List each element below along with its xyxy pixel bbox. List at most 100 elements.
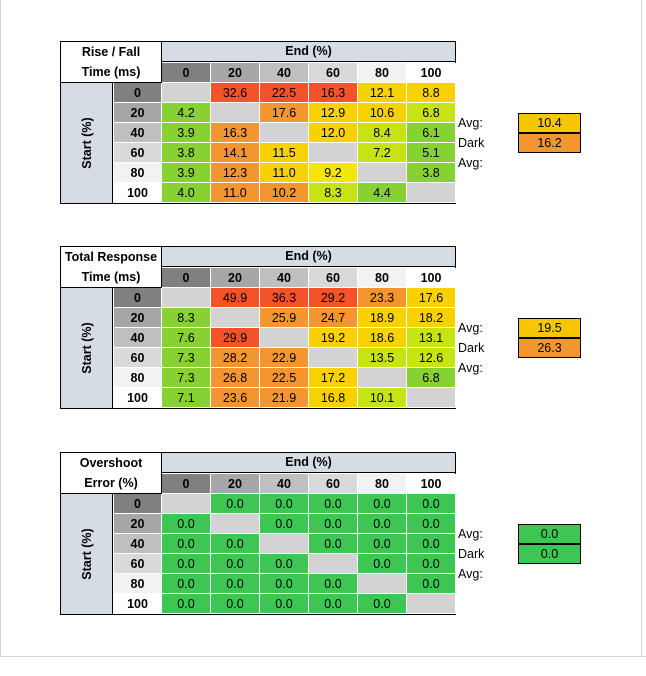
data-cell[interactable]: 13.1 (407, 328, 456, 348)
data-cell[interactable]: 18.6 (358, 328, 407, 348)
data-cell[interactable]: 0.0 (407, 554, 456, 574)
data-cell[interactable]: 32.6 (211, 83, 260, 103)
data-cell[interactable]: 7.1 (162, 388, 211, 408)
data-cell[interactable] (358, 574, 407, 594)
data-cell[interactable]: 0.0 (211, 594, 260, 614)
data-cell[interactable] (358, 368, 407, 388)
data-cell[interactable]: 14.1 (211, 143, 260, 163)
data-cell[interactable]: 0.0 (309, 514, 358, 534)
data-cell[interactable] (260, 534, 309, 554)
data-cell[interactable]: 17.6 (407, 288, 456, 308)
data-cell[interactable] (211, 514, 260, 534)
data-cell[interactable]: 0.0 (407, 534, 456, 554)
data-cell[interactable]: 17.6 (260, 103, 309, 123)
data-cell[interactable]: 21.9 (260, 388, 309, 408)
data-cell[interactable]: 12.3 (211, 163, 260, 183)
data-cell[interactable]: 12.9 (309, 103, 358, 123)
data-cell[interactable]: 16.3 (211, 123, 260, 143)
data-cell[interactable]: 0.0 (211, 574, 260, 594)
data-cell[interactable]: 11.0 (260, 163, 309, 183)
data-cell[interactable] (407, 594, 456, 614)
data-cell[interactable]: 0.0 (309, 594, 358, 614)
data-cell[interactable]: 0.0 (211, 554, 260, 574)
data-cell[interactable]: 0.0 (407, 494, 456, 514)
data-cell[interactable]: 0.0 (309, 534, 358, 554)
data-cell[interactable] (358, 163, 407, 183)
data-cell[interactable] (309, 348, 358, 368)
avg-value-box[interactable]: 0.0 (518, 524, 581, 544)
data-cell[interactable]: 18.9 (358, 308, 407, 328)
data-cell[interactable]: 0.0 (358, 594, 407, 614)
data-cell[interactable]: 23.3 (358, 288, 407, 308)
data-cell[interactable]: 6.8 (407, 103, 456, 123)
data-cell[interactable]: 7.3 (162, 368, 211, 388)
data-cell[interactable] (309, 554, 358, 574)
data-cell[interactable]: 24.7 (309, 308, 358, 328)
data-cell[interactable] (162, 83, 211, 103)
data-cell[interactable]: 22.9 (260, 348, 309, 368)
data-cell[interactable]: 0.0 (407, 574, 456, 594)
data-cell[interactable]: 10.6 (358, 103, 407, 123)
data-cell[interactable]: 8.4 (358, 123, 407, 143)
dark-avg-value-box[interactable]: 16.2 (518, 133, 581, 153)
data-cell[interactable]: 0.0 (260, 554, 309, 574)
data-cell[interactable] (407, 388, 456, 408)
data-cell[interactable]: 36.3 (260, 288, 309, 308)
data-cell[interactable]: 12.1 (358, 83, 407, 103)
data-cell[interactable]: 0.0 (260, 514, 309, 534)
data-cell[interactable]: 29.9 (211, 328, 260, 348)
data-cell[interactable]: 0.0 (162, 574, 211, 594)
data-cell[interactable]: 22.5 (260, 83, 309, 103)
data-cell[interactable]: 0.0 (260, 574, 309, 594)
avg-value-box[interactable]: 19.5 (518, 318, 581, 338)
data-cell[interactable] (260, 123, 309, 143)
data-cell[interactable] (309, 143, 358, 163)
data-cell[interactable] (211, 308, 260, 328)
data-cell[interactable]: 22.5 (260, 368, 309, 388)
data-cell[interactable]: 10.2 (260, 183, 309, 203)
data-cell[interactable]: 3.8 (162, 143, 211, 163)
data-cell[interactable]: 12.0 (309, 123, 358, 143)
data-cell[interactable]: 7.3 (162, 348, 211, 368)
data-cell[interactable]: 4.2 (162, 103, 211, 123)
data-cell[interactable] (260, 328, 309, 348)
data-cell[interactable]: 0.0 (358, 554, 407, 574)
data-cell[interactable]: 3.9 (162, 163, 211, 183)
data-cell[interactable]: 16.8 (309, 388, 358, 408)
data-cell[interactable]: 18.2 (407, 308, 456, 328)
data-cell[interactable]: 16.3 (309, 83, 358, 103)
data-cell[interactable]: 7.2 (358, 143, 407, 163)
data-cell[interactable]: 4.0 (162, 183, 211, 203)
data-cell[interactable]: 3.8 (407, 163, 456, 183)
data-cell[interactable]: 13.5 (358, 348, 407, 368)
data-cell[interactable]: 23.6 (211, 388, 260, 408)
data-cell[interactable]: 29.2 (309, 288, 358, 308)
data-cell[interactable]: 0.0 (358, 534, 407, 554)
data-cell[interactable]: 25.9 (260, 308, 309, 328)
data-cell[interactable]: 11.5 (260, 143, 309, 163)
data-cell[interactable] (162, 494, 211, 514)
data-cell[interactable]: 3.9 (162, 123, 211, 143)
data-cell[interactable]: 0.0 (260, 494, 309, 514)
data-cell[interactable]: 7.6 (162, 328, 211, 348)
dark-avg-value-box[interactable]: 0.0 (518, 544, 581, 564)
data-cell[interactable] (162, 288, 211, 308)
data-cell[interactable]: 10.1 (358, 388, 407, 408)
data-cell[interactable] (407, 183, 456, 203)
data-cell[interactable]: 0.0 (358, 494, 407, 514)
data-cell[interactable]: 0.0 (358, 514, 407, 534)
avg-value-box[interactable]: 10.4 (518, 113, 581, 133)
data-cell[interactable]: 8.8 (407, 83, 456, 103)
data-cell[interactable]: 28.2 (211, 348, 260, 368)
data-cell[interactable]: 11.0 (211, 183, 260, 203)
data-cell[interactable]: 0.0 (211, 494, 260, 514)
data-cell[interactable]: 0.0 (162, 534, 211, 554)
data-cell[interactable] (211, 103, 260, 123)
data-cell[interactable]: 0.0 (260, 594, 309, 614)
data-cell[interactable]: 0.0 (162, 514, 211, 534)
data-cell[interactable]: 0.0 (407, 514, 456, 534)
data-cell[interactable]: 8.3 (162, 308, 211, 328)
data-cell[interactable]: 49.9 (211, 288, 260, 308)
data-cell[interactable]: 8.3 (309, 183, 358, 203)
data-cell[interactable]: 0.0 (309, 574, 358, 594)
